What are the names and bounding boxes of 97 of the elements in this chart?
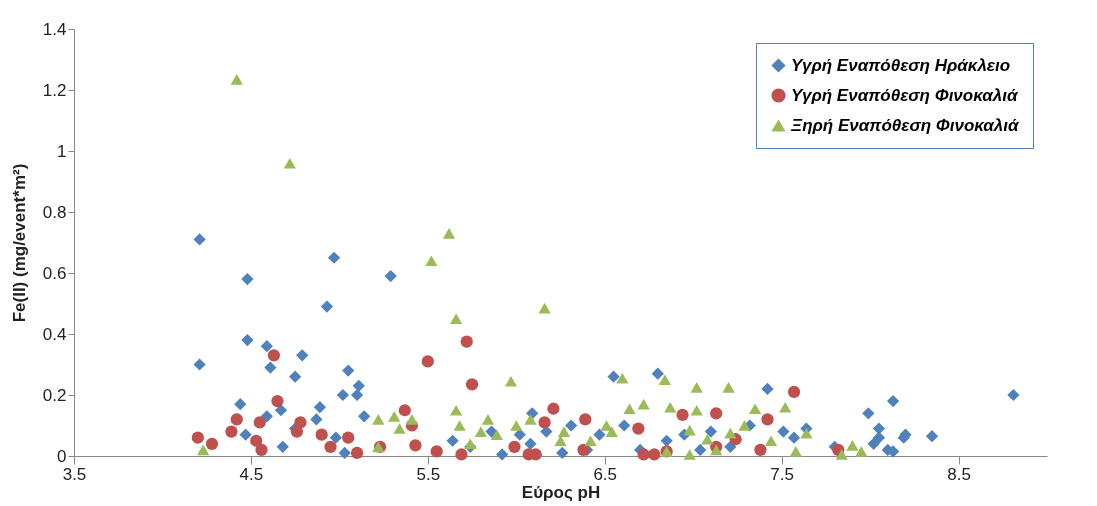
point <box>460 335 473 348</box>
point <box>405 414 419 425</box>
y-tick-label: 0 <box>57 446 67 466</box>
point <box>253 416 266 429</box>
point <box>342 431 355 444</box>
y-tick-label: 1.4 <box>42 19 67 39</box>
point <box>425 255 438 267</box>
point <box>846 440 859 451</box>
point <box>324 440 337 453</box>
point <box>538 416 551 429</box>
point <box>267 349 281 362</box>
point <box>724 427 737 439</box>
point <box>398 404 411 417</box>
point <box>271 394 284 408</box>
point <box>205 437 219 450</box>
point <box>761 413 774 426</box>
point <box>372 414 385 425</box>
point <box>722 382 735 393</box>
point <box>230 413 243 426</box>
legend-label: Υγρή Εναπόθεση Ηράκλειο <box>791 55 1011 75</box>
point <box>504 375 518 387</box>
point <box>481 414 495 425</box>
point <box>508 440 521 453</box>
y-tick-label: 1.2 <box>42 80 67 100</box>
point <box>250 434 263 447</box>
point <box>658 374 671 386</box>
point <box>465 378 479 391</box>
point <box>632 422 645 435</box>
point <box>430 445 443 458</box>
point <box>557 426 571 437</box>
point <box>855 446 868 457</box>
point <box>197 444 210 456</box>
y-axis-title: Fe(II) (mg/event*m²) <box>9 163 29 323</box>
x-tick-label: 6.5 <box>593 464 618 484</box>
x-axis-title: Εύρος pH <box>521 482 601 502</box>
point <box>690 382 703 393</box>
point <box>664 401 677 413</box>
x-tick-label: 3.5 <box>62 464 87 484</box>
point <box>474 426 488 437</box>
point <box>455 448 468 461</box>
point <box>738 420 751 431</box>
legend-label: Υγρή Εναπόθεση Φινοκαλιά <box>791 85 1019 105</box>
point <box>579 413 592 426</box>
point <box>754 443 767 457</box>
point <box>315 428 328 441</box>
point <box>577 443 590 457</box>
point <box>450 404 463 416</box>
point <box>350 446 364 460</box>
point <box>710 407 723 420</box>
point <box>648 448 661 461</box>
point <box>510 420 523 431</box>
point <box>787 385 801 399</box>
point <box>623 403 636 415</box>
y-tick-label: 0.8 <box>42 202 67 222</box>
point <box>710 444 723 456</box>
point <box>225 425 238 438</box>
y-tick-label: 0.4 <box>42 324 67 344</box>
point <box>547 402 560 415</box>
point <box>748 403 762 415</box>
x-tick-label: 7.5 <box>770 464 794 484</box>
point <box>764 435 778 447</box>
point <box>442 228 456 239</box>
point <box>835 449 848 460</box>
point <box>393 423 406 434</box>
point <box>637 398 650 410</box>
point <box>683 449 696 460</box>
y-tick-label: 0.6 <box>42 263 67 283</box>
point <box>255 443 268 457</box>
point <box>779 401 792 413</box>
legend-label: Ξηρή Εναπόθεση Φινοκαλιά <box>790 115 1021 135</box>
point <box>637 448 650 461</box>
point <box>490 429 503 440</box>
x-tick-label: 5.5 <box>416 464 441 484</box>
point <box>230 74 243 85</box>
point <box>701 433 714 445</box>
point <box>450 313 463 325</box>
point <box>605 426 618 437</box>
point <box>294 416 307 429</box>
point <box>191 431 204 444</box>
point <box>800 427 813 439</box>
point <box>388 411 401 422</box>
point <box>283 157 296 169</box>
point <box>524 414 537 425</box>
point <box>421 355 434 368</box>
point <box>676 408 689 421</box>
point <box>616 372 629 384</box>
y-tick-label: 0.2 <box>42 385 67 405</box>
x-tick-label: 4.5 <box>239 464 264 484</box>
point <box>690 404 703 416</box>
point <box>453 420 466 431</box>
point <box>584 435 597 447</box>
y-tick-label: 1 <box>57 141 67 161</box>
point <box>409 439 422 452</box>
point <box>789 446 802 457</box>
point <box>538 302 551 314</box>
x-tick-label: 8.5 <box>947 464 971 484</box>
point <box>683 424 696 436</box>
